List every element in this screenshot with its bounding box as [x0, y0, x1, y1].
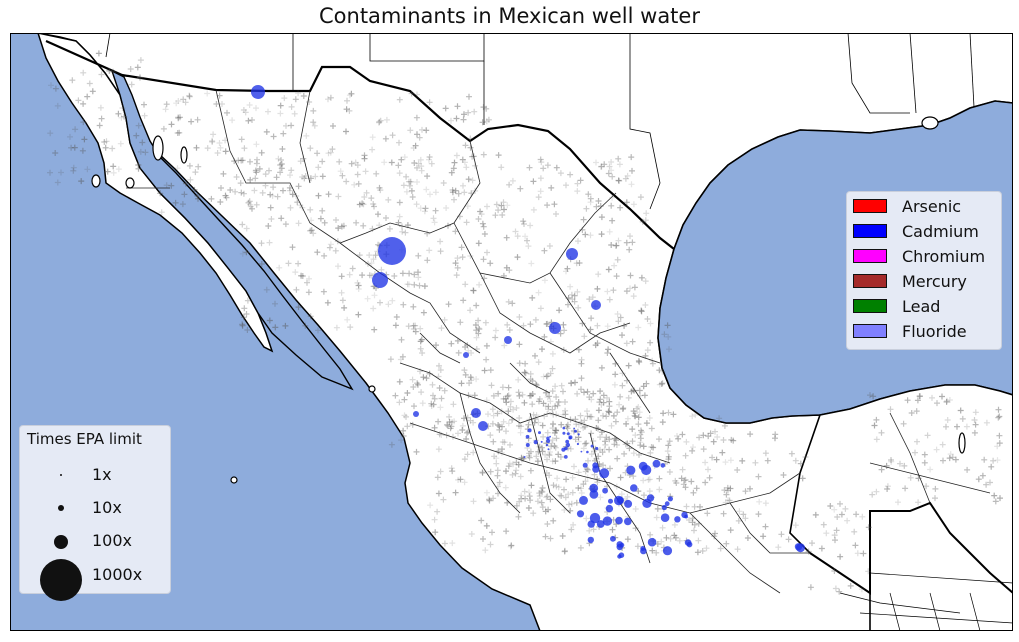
size-legend-item-100x: 100x	[20, 526, 170, 556]
yucatan-peninsula	[789, 384, 1013, 631]
size-dot-100x	[54, 535, 68, 549]
fluoride-swatch	[853, 324, 887, 338]
size-legend: Times EPA limit 1x 10x 100x 1000x	[19, 425, 171, 601]
legend-item-chromium: Chromium	[853, 246, 985, 266]
legend-label: Fluoride	[902, 321, 967, 341]
central-america-borders	[839, 572, 1013, 631]
cadmium-swatch	[853, 224, 887, 238]
map-canvas	[10, 33, 1013, 631]
legend-label: Arsenic	[902, 196, 962, 216]
islands	[91, 116, 966, 484]
size-dot-10x	[58, 505, 64, 511]
guatemala-border	[809, 501, 1013, 595]
legend-label: Chromium	[902, 246, 986, 266]
legend-item-mercury: Mercury	[853, 271, 967, 291]
size-label: 100x	[92, 531, 133, 550]
legend-item-fluoride: Fluoride	[853, 321, 967, 341]
size-legend-item-1x: 1x	[20, 460, 170, 490]
contaminant-legend: Arsenic Cadmium Chromium Mercury Lead Fl…	[846, 191, 1002, 350]
size-label: 1000x	[92, 565, 143, 584]
size-legend-item-1000x: 1000x	[20, 559, 170, 601]
legend-item-lead: Lead	[853, 296, 940, 316]
chromium-swatch	[853, 249, 887, 263]
legend-item-arsenic: Arsenic	[853, 196, 961, 216]
well-markers	[47, 50, 1003, 595]
map-title: Contaminants in Mexican well water	[319, 4, 700, 28]
cadmium-points	[251, 85, 805, 559]
size-dot-1000x	[40, 559, 82, 601]
legend-label: Lead	[902, 296, 941, 316]
lead-swatch	[853, 299, 887, 313]
size-label: 1x	[92, 465, 112, 484]
mercury-swatch	[853, 274, 887, 288]
us-state-lines	[105, 33, 975, 210]
size-dot-1x	[60, 474, 62, 476]
arsenic-swatch	[853, 199, 887, 213]
legend-label: Cadmium	[902, 221, 979, 241]
size-legend-item-10x: 10x	[20, 493, 170, 523]
us-mexico-border	[45, 39, 675, 250]
legend-item-cadmium: Cadmium	[853, 221, 979, 241]
legend-label: Mercury	[902, 271, 967, 291]
size-legend-title: Times EPA limit	[27, 430, 142, 448]
size-label: 10x	[92, 498, 122, 517]
